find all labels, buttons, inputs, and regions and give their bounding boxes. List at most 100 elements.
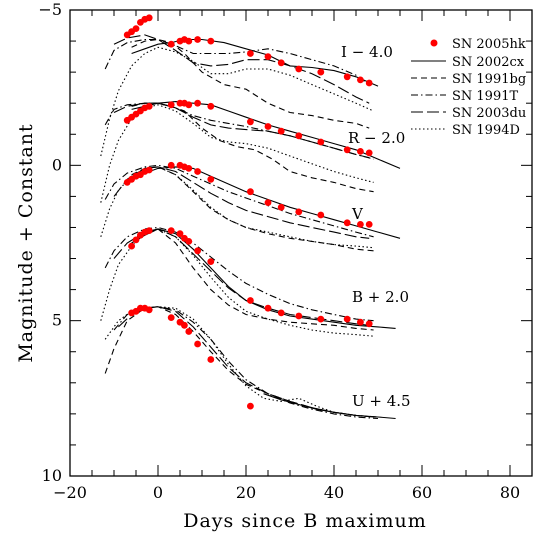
sn2005hk-point-u (181, 321, 188, 329)
sn2005hk-point-r (145, 102, 153, 110)
sn2005hk-point-v (167, 161, 175, 169)
points-layer (123, 14, 373, 410)
sn2005hk-point-b (128, 242, 136, 250)
sn2005hk-point-r (185, 101, 193, 109)
sn2005hk-point-r (167, 101, 175, 109)
sn2005hk-point-i (247, 50, 254, 57)
sn2005hk-point-r (317, 138, 325, 146)
sn2002cx-curve-i (131, 38, 379, 87)
sn2005hk-point-u (145, 306, 153, 314)
sn2005hk-point-i (132, 25, 140, 32)
y-tick-label: −5 (38, 0, 62, 19)
sn2005hk-point-i (295, 65, 303, 73)
sn2005hk-point-v (365, 221, 373, 228)
sn2005hk-point-i (317, 68, 325, 76)
sn2003du-curve-i (113, 34, 370, 104)
sn2005hk-point-v (264, 199, 272, 207)
sn1991bg-curve-r (131, 102, 374, 193)
sn1991t-curve-r (104, 102, 374, 160)
sn1991bg-curve-u (104, 306, 379, 418)
legend: SN 2005hk SN 2002cx SN 1991bg SN 1991T S… (411, 37, 526, 138)
sn2005hk-point-v (185, 165, 193, 172)
sn2005hk-point-b (207, 258, 215, 265)
sn2005hk-point-i (185, 37, 193, 45)
y-tick-label: 10 (42, 466, 62, 485)
sn1994d-curve-u (104, 306, 374, 418)
sn2005hk-point-r (295, 132, 303, 140)
sn1991bg-curve-b (131, 228, 374, 331)
sn2005hk-point-r (247, 118, 254, 126)
sn2005hk-point-b (357, 318, 364, 326)
legend-label-sn1994d: SN 1994D (452, 123, 520, 138)
sn1991t-curve-u (113, 306, 379, 420)
sn2003du-curve-u (118, 306, 374, 418)
sn2005hk-point-u (167, 314, 175, 321)
sn2005hk-point-v (207, 175, 215, 183)
sn2005hk-point-u (207, 356, 215, 363)
legend-label-sn1991t: SN 1991T (452, 89, 518, 104)
sn2005hk-point-v (145, 166, 153, 174)
sn2005hk-point-r (207, 102, 215, 110)
sn2005hk-point-u (185, 328, 193, 335)
sn2005hk-point-b (247, 297, 254, 304)
sn2005hk-point-i (264, 53, 272, 60)
sn2005hk-point-v (194, 168, 202, 175)
legend-label-sn2003du: SN 2003du (452, 106, 526, 121)
sn2005hk-point-b (295, 312, 303, 320)
sn2002cx-curve-b (131, 228, 396, 329)
sn2005hk-point-r (365, 149, 373, 157)
x-tick-label: 20 (236, 483, 256, 502)
sn2005hk-point-i (365, 79, 373, 87)
sn2005hk-point-i (167, 40, 175, 48)
x-tick-label: 0 (153, 483, 163, 502)
sn2005hk-point-r (343, 146, 351, 154)
sn1991t-curve-i (104, 38, 370, 86)
sn1991bg-curve-v (131, 166, 374, 252)
sn2005hk-point-v (277, 203, 285, 211)
x-tick-label: −20 (53, 483, 87, 502)
sn2005hk-point-b (194, 247, 202, 255)
x-axis-title: Days since B maximum (183, 510, 426, 532)
sn2005hk-point-u (247, 402, 254, 410)
y-tick-label: 0 (52, 155, 62, 174)
sn2005hk-point-b (365, 320, 373, 328)
sn2005hk-point-r (194, 99, 202, 107)
lines-layer (100, 34, 401, 420)
sn2005hk-point-i (145, 14, 153, 22)
legend-label-sn1991bg: SN 1991bg (452, 72, 526, 87)
y-axis-title: Magnitude + Constant (15, 123, 37, 362)
legend-marker-sn2005hk (430, 39, 438, 47)
plot-frame (69, 9, 533, 477)
sn2005hk-point-b (317, 315, 325, 323)
sn1991t-curve-b (104, 226, 374, 322)
sn2005hk-point-b (132, 236, 140, 244)
band-labels: I − 4.0 R − 2.0 V B + 2.0 U + 4.5 (341, 43, 411, 410)
sn2005hk-point-i (194, 36, 202, 43)
sn1994d-curve-i (100, 46, 374, 157)
sn2005hk-point-v (343, 219, 351, 227)
sn2005hk-point-b (343, 315, 351, 323)
band-label-r: R − 2.0 (348, 129, 405, 147)
sn1991t-curve-v (104, 164, 374, 238)
y-tick-label: 5 (52, 311, 62, 330)
sn1994d-curve-v (100, 166, 374, 249)
band-label-v: V (351, 205, 364, 223)
sn2005hk-point-v (357, 221, 364, 228)
band-label-i: I − 4.0 (341, 43, 393, 61)
x-tick-label: 40 (324, 483, 344, 502)
sn2005hk-point-v (295, 208, 303, 216)
sn2005hk-point-u (194, 340, 202, 348)
sn2005hk-point-i (277, 59, 285, 67)
band-label-b: B + 2.0 (352, 288, 409, 306)
sn2005hk-point-r (264, 123, 272, 130)
legend-label-sn2002cx: SN 2002cx (452, 55, 525, 70)
x-tick-label: 60 (412, 483, 432, 502)
sn2005hk-point-b (167, 227, 175, 235)
sn2003du-curve-b (113, 228, 370, 326)
sn2003du-curve-v (113, 166, 370, 239)
sn2005hk-point-i (357, 76, 364, 84)
sn2005hk-point-b (185, 238, 193, 245)
sn2005hk-point-i (343, 73, 351, 81)
sn2005hk-point-b (277, 309, 285, 317)
